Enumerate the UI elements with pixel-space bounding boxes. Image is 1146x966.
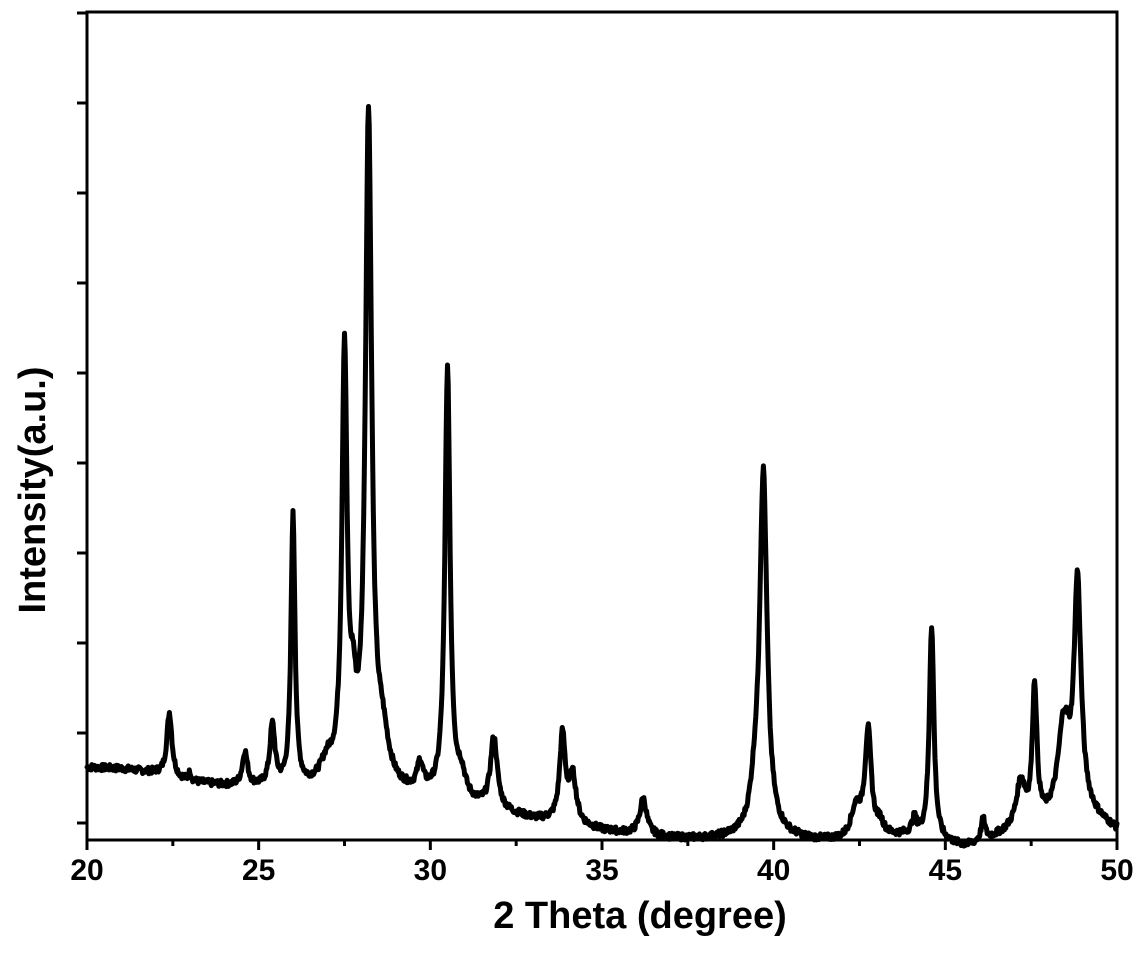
plot-frame — [85, 10, 1119, 842]
x-tick-label: 45 — [929, 854, 962, 887]
x-tick-label: 50 — [1100, 854, 1133, 887]
ticks-layer — [77, 11, 1119, 850]
x-tick-label: 25 — [242, 854, 275, 887]
x-tick-label: 30 — [414, 854, 447, 887]
y-axis-title: Intensity(a.u.) — [12, 366, 54, 613]
xrd-pattern-line — [84, 104, 1120, 849]
x-tick-label: 35 — [585, 854, 618, 887]
x-tick-label: 40 — [757, 854, 790, 887]
x-tick-labels: 20 25 30 35 40 45 50 — [70, 854, 1133, 887]
x-axis-title: 2 Theta (degree) — [493, 895, 787, 937]
x-tick-label: 20 — [70, 854, 103, 887]
